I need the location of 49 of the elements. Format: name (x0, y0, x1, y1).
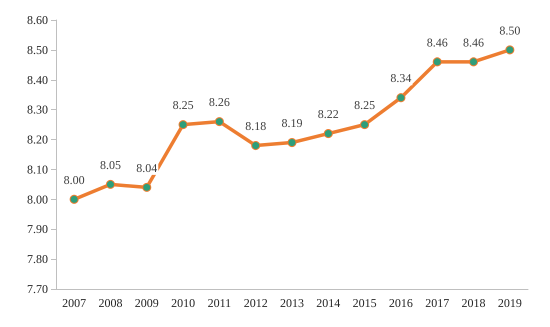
data-label: 8.25 (172, 98, 194, 112)
x-tick-label: 2017 (425, 296, 450, 310)
point (70, 194, 79, 204)
point (251, 141, 260, 150)
data-label: 8.46 (426, 35, 448, 50)
y-tick-label: 8.30 (27, 102, 48, 117)
data-label: 8.46 (463, 35, 484, 50)
data-label: 8.05 (100, 158, 121, 172)
data-label: 8.34 (390, 71, 412, 86)
point (324, 129, 333, 138)
y-tick-label: 7.80 (27, 252, 48, 266)
point (214, 117, 224, 126)
x-tick-label: 2012 (244, 296, 268, 310)
x-tick-label: 2013 (280, 296, 304, 310)
point (505, 45, 514, 54)
data-label: 8.50 (499, 23, 520, 38)
point (142, 182, 152, 192)
data-label: 8.19 (282, 116, 302, 130)
x-tick-label: 2016 (388, 296, 413, 310)
x-tick-label: 2018 (462, 296, 486, 310)
point (360, 120, 370, 130)
point (178, 120, 188, 130)
point (432, 57, 442, 66)
y-tick-label: 8.00 (27, 192, 48, 206)
point (106, 180, 115, 189)
point (288, 138, 296, 148)
x-tick-label: 2009 (134, 296, 159, 310)
x-tick-label: 2007 (62, 296, 86, 310)
data-label: 8.18 (245, 119, 266, 134)
x-tick-label: 2011 (208, 296, 232, 310)
data-label: 8.04 (136, 160, 158, 175)
x-tick-label: 2008 (98, 296, 122, 310)
x-tick-label: 2010 (171, 296, 196, 310)
point (469, 57, 478, 66)
y-tick-label: 8.50 (27, 42, 48, 57)
x-tick-label: 2019 (498, 296, 522, 310)
data-label: 8.26 (208, 95, 230, 110)
y-tick-label: 7.70 (27, 282, 48, 296)
x-tick-label: 2015 (352, 296, 377, 310)
data-label: 8.25 (354, 98, 376, 112)
y-tick-label: 8.60 (27, 13, 48, 27)
y-tick-label: 8.20 (27, 132, 48, 147)
x-tick-label: 2014 (316, 296, 340, 310)
y-tick-label: 8.40 (27, 72, 48, 87)
y-tick-label: 8.10 (27, 162, 48, 176)
data-label: 8.22 (318, 107, 339, 122)
data-label: 8.00 (64, 172, 85, 187)
y-tick-label: 7.90 (27, 222, 48, 236)
point (396, 93, 406, 102)
